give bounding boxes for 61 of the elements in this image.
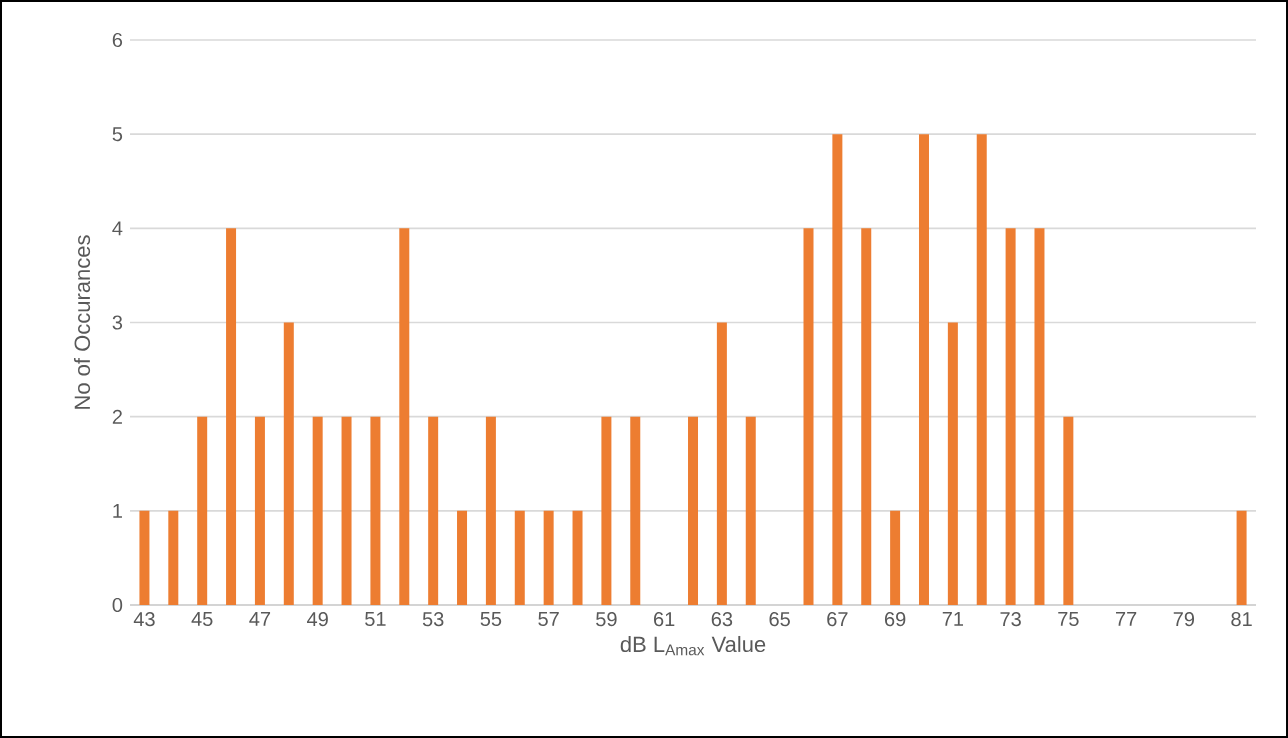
x-tick-label: 49 <box>307 612 328 627</box>
bar <box>283 322 294 605</box>
x-tick-label: 47 <box>249 612 271 626</box>
bar <box>168 510 179 605</box>
bar <box>861 228 872 605</box>
x-tick-label: 61 <box>654 612 675 627</box>
x-tick-label: 51 <box>365 612 386 627</box>
y-tick-label: 0 <box>112 597 123 613</box>
bar <box>976 134 987 605</box>
x-tick-label: 77 <box>1116 612 1137 626</box>
bar <box>312 416 323 605</box>
bar <box>918 134 929 605</box>
x-tick-label: 57 <box>538 612 559 627</box>
x-tick-label: 79 <box>1173 612 1195 627</box>
y-tick-label: 5 <box>112 127 123 142</box>
y-tick-label: 4 <box>112 221 123 236</box>
x-tick-label: 59 <box>596 612 617 627</box>
bar <box>370 416 381 605</box>
bar <box>947 322 958 605</box>
x-tick-label: 65 <box>769 612 790 627</box>
y-tick-label: 6 <box>112 32 123 48</box>
x-tick-label: 81 <box>1231 612 1252 627</box>
x-tick-label: 55 <box>480 612 502 627</box>
bar <box>226 228 237 605</box>
bar <box>630 416 641 605</box>
x-tick-label: 75 <box>1058 612 1079 627</box>
x-tick-label: 73 <box>1000 612 1021 627</box>
x-tick-label: 67 <box>827 612 848 627</box>
bar <box>197 416 208 605</box>
bar <box>543 510 554 605</box>
x-tick-label: 69 <box>885 612 906 627</box>
bar <box>688 416 699 605</box>
x-tick-label: 43 <box>133 612 155 627</box>
x-axis-title: dB L$_{Amax}$ Value <box>620 635 766 656</box>
bar <box>399 228 410 605</box>
bar <box>457 510 468 605</box>
bar <box>803 228 814 605</box>
bar <box>1236 510 1247 605</box>
bar <box>572 510 583 605</box>
y-tick-label: 2 <box>112 409 122 424</box>
x-tick-label: 45 <box>191 612 213 627</box>
x-tick-label: 71 <box>942 612 964 626</box>
bar <box>1063 416 1074 605</box>
bar <box>139 510 150 605</box>
bar <box>745 416 756 605</box>
y-tick-label: 1 <box>113 503 122 518</box>
bar <box>514 510 525 605</box>
x-tick-label: 63 <box>711 612 733 627</box>
bar <box>890 510 901 605</box>
bar <box>254 416 265 605</box>
y-tick-label: 3 <box>112 315 123 330</box>
x-tick-label: 53 <box>422 612 444 627</box>
bar <box>485 416 496 605</box>
bar <box>428 416 439 605</box>
bar <box>341 416 352 605</box>
bar <box>601 416 612 605</box>
y-axis-title: No of Occurances <box>73 235 91 409</box>
bar <box>716 322 727 605</box>
bar <box>832 134 843 605</box>
bar <box>1034 228 1045 605</box>
bar <box>1005 228 1016 605</box>
